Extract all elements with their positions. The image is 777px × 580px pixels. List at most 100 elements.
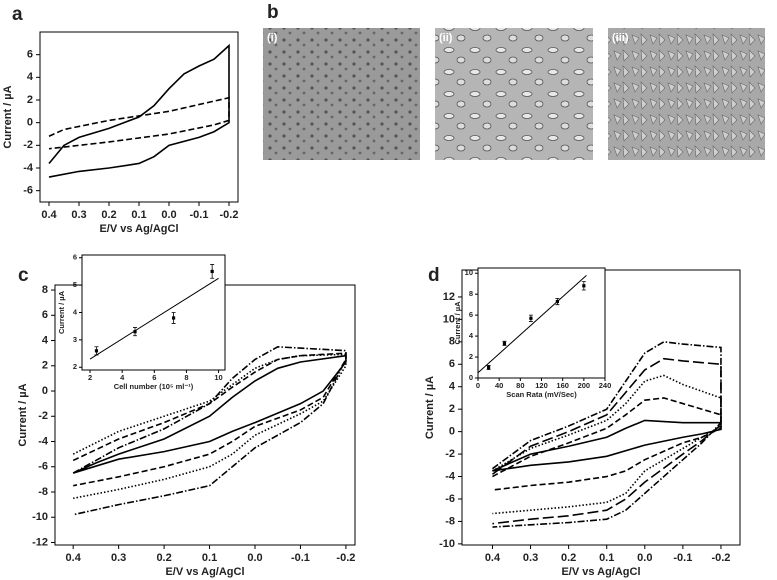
image-caption: (iii) <box>612 32 629 44</box>
x-axis-label: Cell number (10⁵ ml⁻¹) <box>114 382 194 391</box>
x-tick-label: 0.2 <box>561 552 576 564</box>
micrograph <box>435 28 593 160</box>
y-tick-label: -10 <box>32 511 48 523</box>
data-point <box>502 341 507 346</box>
y-tick-label: 6 <box>449 358 455 370</box>
cv-curve <box>72 354 347 474</box>
image-caption: (i) <box>267 32 278 44</box>
y-tick-label: 6 <box>42 309 48 321</box>
x-tick-label: -0.2 <box>220 209 239 221</box>
y-tick-label: 6 <box>469 310 473 319</box>
fit-line <box>477 274 587 374</box>
y-axis-label: Current / µA <box>17 383 29 446</box>
micrograph <box>608 28 765 160</box>
x-tick-label: 0.1 <box>202 552 217 564</box>
x-tick-label: 0.0 <box>247 552 262 564</box>
y-tick-label: -10 <box>439 538 455 550</box>
x-tick-label: -0.2 <box>711 552 730 564</box>
cv-curve <box>492 374 722 515</box>
x-tick-label: 0.4 <box>485 552 501 564</box>
data-point <box>133 330 137 334</box>
y-tick-label: -8 <box>38 486 48 498</box>
x-tick-label: -0.2 <box>336 552 355 564</box>
y-tick-label: -2 <box>23 139 33 151</box>
x-tick-label: 8 <box>184 373 188 382</box>
y-tick-label: -4 <box>445 470 456 482</box>
y-tick-label: 0 <box>449 426 455 438</box>
data-point <box>171 316 176 320</box>
data-point <box>582 284 586 288</box>
cv-curve <box>72 353 347 500</box>
y-tick-label: 8 <box>469 289 473 298</box>
x-tick-label: -0.1 <box>673 552 692 564</box>
x-tick-label: 0.3 <box>111 552 126 564</box>
y-tick-label: 2 <box>27 94 33 106</box>
panel-label: c <box>18 265 29 286</box>
y-tick-label: 4 <box>73 307 78 316</box>
data-point <box>529 316 533 320</box>
cv-curve <box>72 346 347 516</box>
y-tick-label: 2 <box>73 362 77 371</box>
x-tick-label: 10 <box>214 373 222 382</box>
x-tick-label: 40 <box>495 381 503 390</box>
y-tick-label: -4 <box>23 162 34 174</box>
cv-curve <box>491 357 722 525</box>
plot-frame <box>477 267 606 379</box>
x-tick-label: 0.4 <box>66 552 82 564</box>
x-tick-label: 160 <box>556 381 569 390</box>
y-tick-label: 8 <box>449 336 455 348</box>
y-tick-label: -8 <box>445 515 455 527</box>
x-tick-label: 2 <box>88 373 92 382</box>
panel-label: b <box>267 2 279 23</box>
y-axis-label: Current / µA <box>2 85 14 148</box>
y-tick-label: 8 <box>42 284 48 296</box>
x-tick-label: 0.4 <box>41 209 57 221</box>
x-tick-label: 0.2 <box>156 552 171 564</box>
y-tick-label: 12 <box>443 291 455 303</box>
y-tick-label: 10 <box>465 268 473 277</box>
x-tick-label: 4 <box>120 373 125 382</box>
x-tick-label: 0.3 <box>71 209 86 221</box>
y-tick-label: 2 <box>42 360 48 372</box>
y-tick-label: 4 <box>42 334 49 346</box>
y-tick-label: 4 <box>27 71 34 83</box>
x-tick-label: -0.1 <box>190 209 209 221</box>
y-tick-label: 0 <box>27 117 33 129</box>
y-tick-label: -4 <box>38 435 49 447</box>
y-tick-label: 6 <box>27 49 33 61</box>
y-tick-label: 10 <box>443 313 455 325</box>
x-tick-label: 0 <box>476 381 480 390</box>
data-point <box>486 365 491 370</box>
y-tick-label: 0 <box>42 385 48 397</box>
y-tick-label: -12 <box>32 536 48 548</box>
data-point <box>555 299 559 304</box>
x-tick-label: 0.0 <box>637 552 652 564</box>
cv-curve <box>48 96 230 150</box>
x-tick-label: -0.1 <box>291 552 310 564</box>
y-tick-label: 4 <box>469 331 474 340</box>
y-tick-label: -2 <box>38 410 48 422</box>
image-caption: (ii) <box>439 32 453 44</box>
micrograph <box>263 28 420 160</box>
x-tick-label: 120 <box>535 381 548 390</box>
panel-label: a <box>12 4 23 25</box>
x-axis-label: E/V vs Ag/AgCl <box>99 223 178 235</box>
y-axis-label: Current / µA <box>57 290 66 334</box>
y-tick-label: 0 <box>469 373 473 382</box>
x-tick-label: 200 <box>578 381 591 390</box>
x-tick-label: 240 <box>599 381 612 390</box>
x-tick-label: 80 <box>516 381 524 390</box>
y-axis-label: Current / µA <box>424 376 436 439</box>
y-tick-label: 6 <box>73 253 77 262</box>
y-tick-label: 4 <box>449 381 456 393</box>
y-tick-label: -2 <box>445 448 455 460</box>
y-tick-label: 5 <box>73 280 77 289</box>
y-tick-label: -6 <box>38 461 48 473</box>
y-tick-label: -6 <box>445 493 455 505</box>
x-tick-label: 0.1 <box>599 552 614 564</box>
x-tick-label: 0.2 <box>101 209 116 221</box>
x-axis-label: E/V vs Ag/AgCl <box>561 566 640 578</box>
y-tick-label: 2 <box>449 403 455 415</box>
x-tick-label: 0.0 <box>161 209 176 221</box>
